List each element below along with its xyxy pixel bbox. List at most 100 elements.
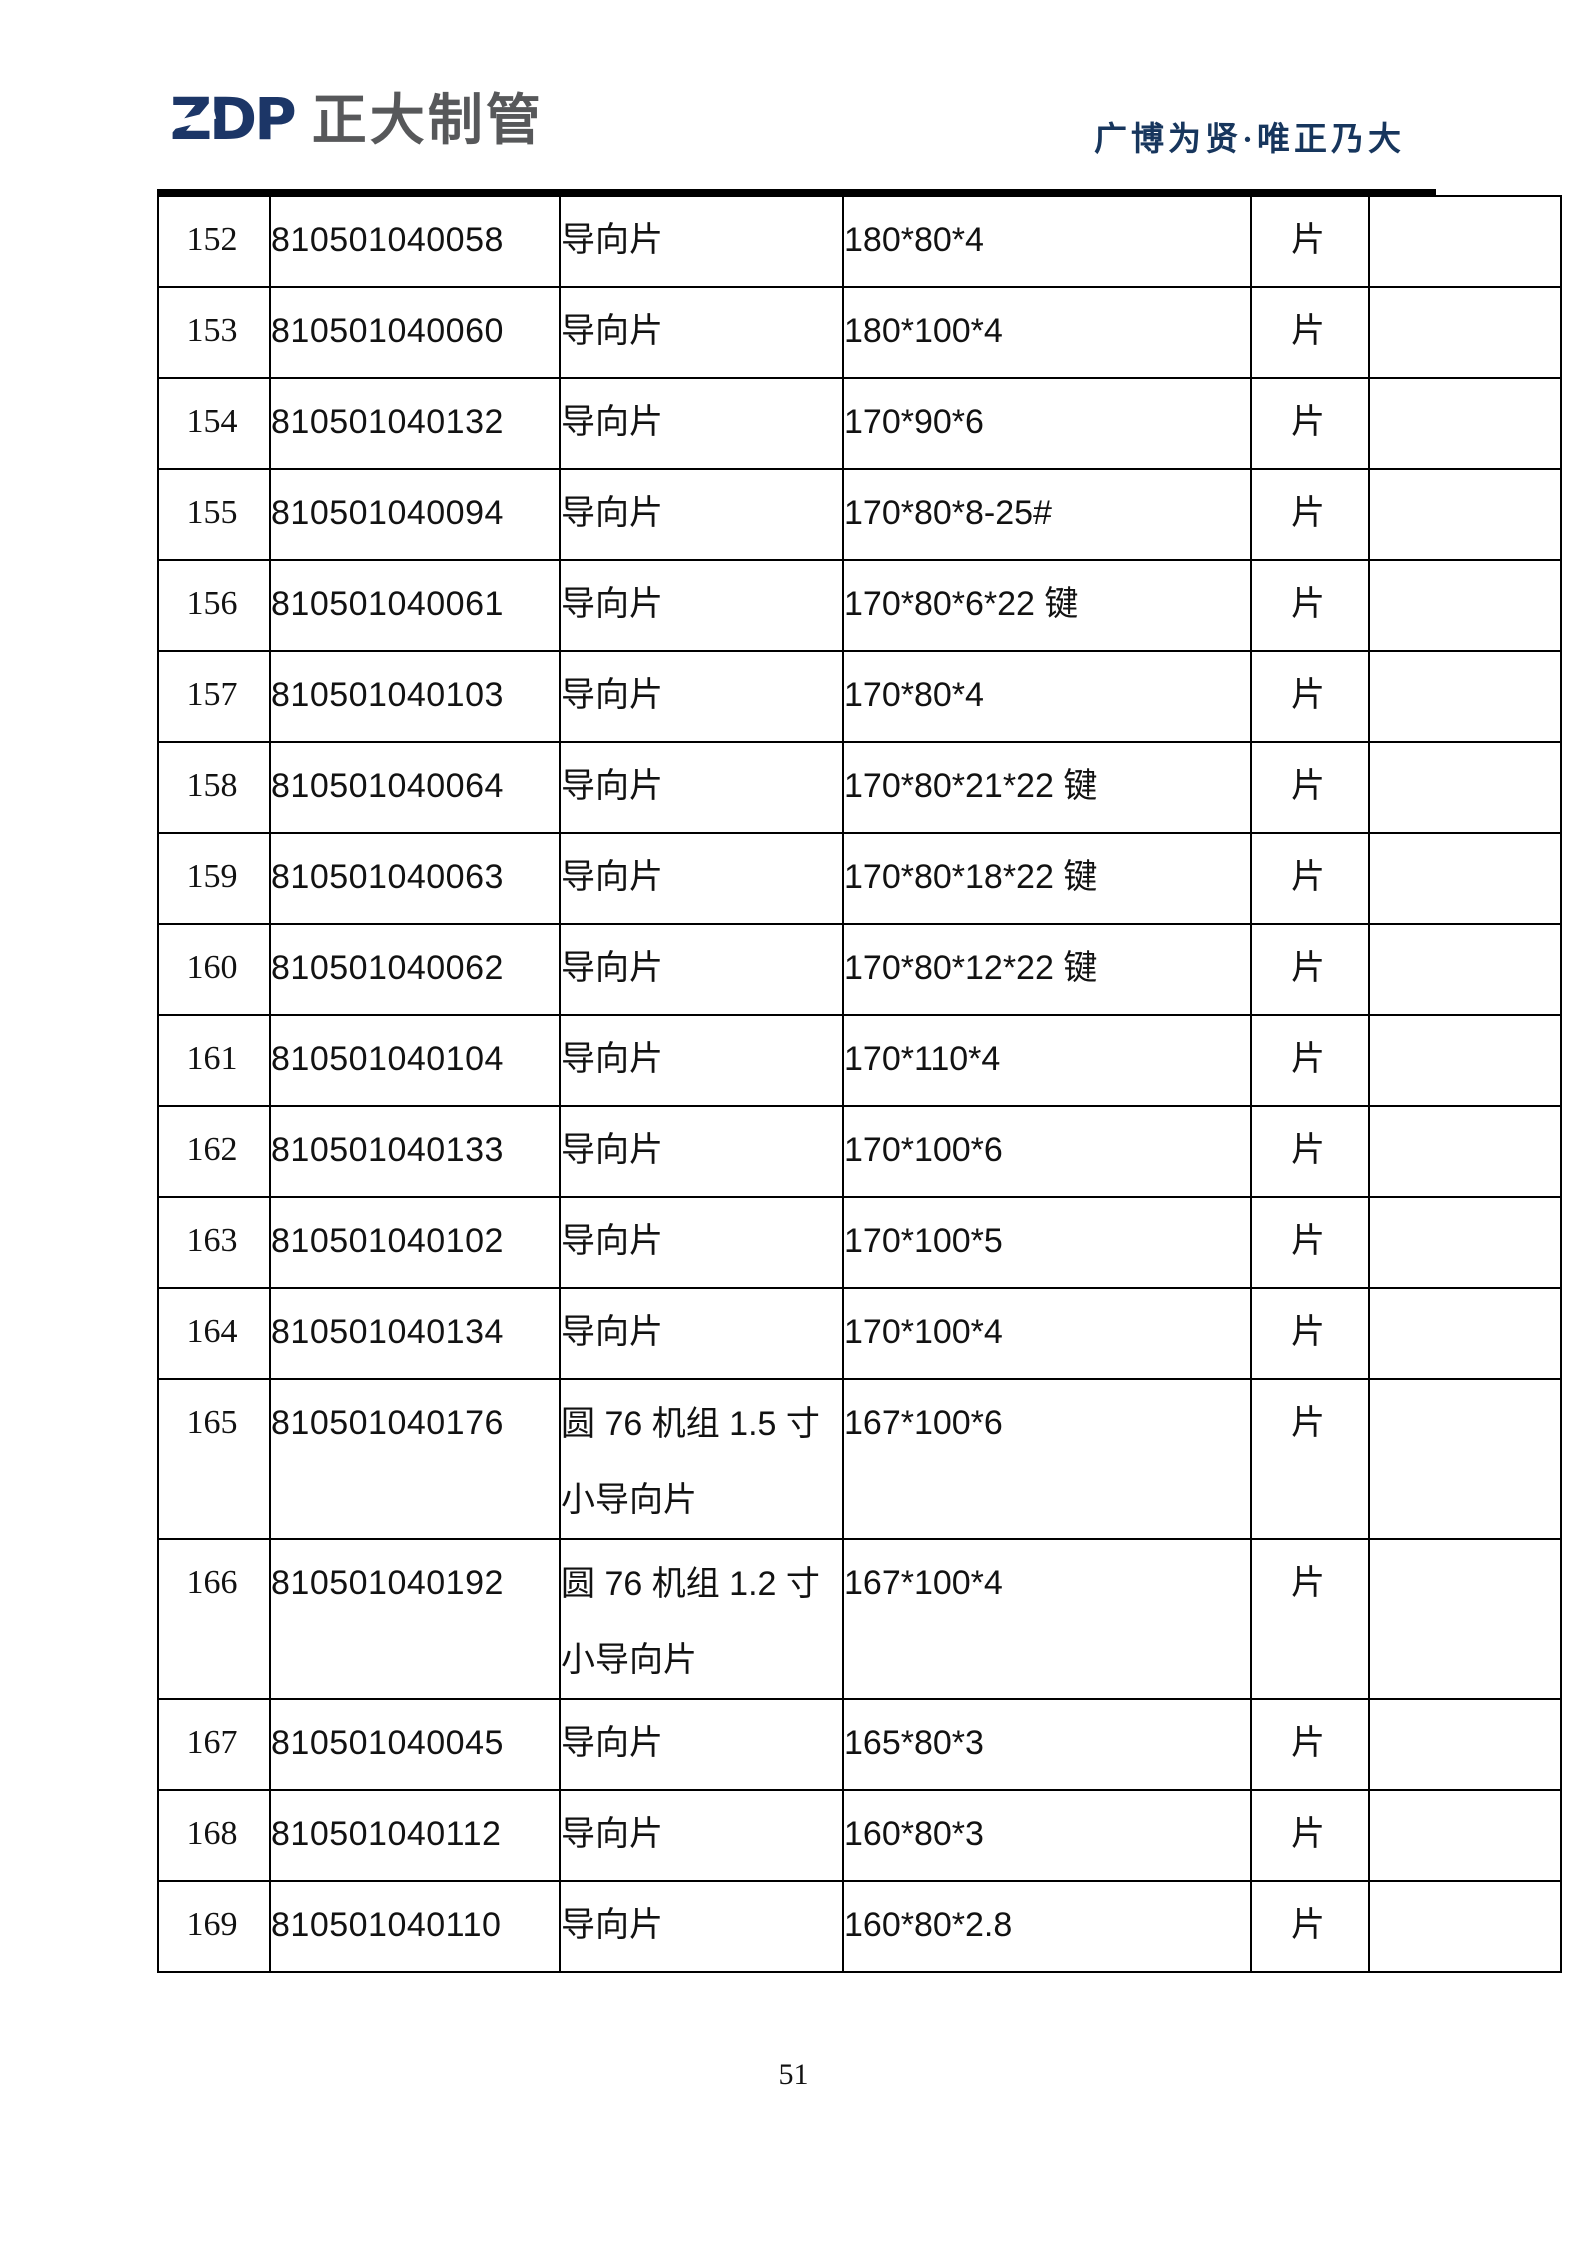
material-name-cell: 导向片 [559, 468, 844, 561]
material-code-cell: 810501040045 [269, 1698, 561, 1791]
material-code-cell: 810501040103 [269, 650, 561, 743]
table-row: 164 810501040134 导向片 170*100*4 片 [157, 1287, 1562, 1380]
unit-cell: 片 [1250, 1014, 1370, 1107]
material-name-cell: 导向片 [559, 1880, 844, 1973]
remark-cell [1368, 1287, 1562, 1380]
material-name-cell: 圆 76 机组 1.2 寸 小导向片 [559, 1538, 844, 1700]
remark-cell [1368, 468, 1562, 561]
table-row: 153 810501040060 导向片 180*100*4 片 [157, 286, 1562, 379]
unit-cell: 片 [1250, 1698, 1370, 1791]
unit-cell: 片 [1250, 923, 1370, 1016]
table-row: 157 810501040103 导向片 170*80*4 片 [157, 650, 1562, 743]
material-name-cell: 导向片 [559, 1287, 844, 1380]
material-name-cell: 导向片 [559, 741, 844, 834]
remark-cell [1368, 741, 1562, 834]
unit-cell: 片 [1250, 1538, 1370, 1700]
spec-cell: 170*90*6 [842, 377, 1252, 470]
row-number-cell: 158 [157, 741, 271, 834]
material-name-cell: 导向片 [559, 923, 844, 1016]
row-number-cell: 155 [157, 468, 271, 561]
remark-cell [1368, 286, 1562, 379]
spec-cell: 170*100*4 [842, 1287, 1252, 1380]
table-row: 169 810501040110 导向片 160*80*2.8 片 [157, 1880, 1562, 1973]
remark-cell [1368, 559, 1562, 652]
remark-cell [1368, 1196, 1562, 1289]
spec-cell: 170*80*18*22 键 [842, 832, 1252, 925]
spec-cell: 170*80*6*22 键 [842, 559, 1252, 652]
spec-cell: 160*80*3 [842, 1789, 1252, 1882]
unit-cell: 片 [1250, 1196, 1370, 1289]
material-code-cell: 810501040132 [269, 377, 561, 470]
spec-cell: 180*100*4 [842, 286, 1252, 379]
spec-cell: 167*100*6 [842, 1378, 1252, 1540]
parts-table: 152 810501040058 导向片 180*80*4 片 153 8105… [157, 195, 1562, 1973]
material-name-cell: 导向片 [559, 832, 844, 925]
unit-cell: 片 [1250, 195, 1370, 288]
spec-cell: 170*110*4 [842, 1014, 1252, 1107]
unit-cell: 片 [1250, 1105, 1370, 1198]
spec-cell: 170*100*5 [842, 1196, 1252, 1289]
unit-cell: 片 [1250, 1789, 1370, 1882]
page-number: 51 [778, 2058, 809, 2091]
company-logo: ZDP 正大制管 [170, 90, 544, 148]
unit-cell: 片 [1250, 559, 1370, 652]
table-row: 158 810501040064 导向片 170*80*21*22 键 片 [157, 741, 1562, 834]
row-number-cell: 168 [157, 1789, 271, 1882]
unit-cell: 片 [1250, 468, 1370, 561]
material-name-cell: 导向片 [559, 1196, 844, 1289]
row-number-cell: 164 [157, 1287, 271, 1380]
remark-cell [1368, 1789, 1562, 1882]
spec-cell: 170*80*8-25# [842, 468, 1252, 561]
material-name-cell: 导向片 [559, 377, 844, 470]
row-number-cell: 152 [157, 195, 271, 288]
material-code-cell: 810501040058 [269, 195, 561, 288]
material-code-cell: 810501040094 [269, 468, 561, 561]
row-number-cell: 163 [157, 1196, 271, 1289]
row-number-cell: 156 [157, 559, 271, 652]
table-row: 163 810501040102 导向片 170*100*5 片 [157, 1196, 1562, 1289]
header-slogan: 广博为贤·唯正乃大 [1093, 122, 1405, 158]
table-row: 156 810501040061 导向片 170*80*6*22 键 片 [157, 559, 1562, 652]
material-code-cell: 810501040102 [269, 1196, 561, 1289]
unit-cell: 片 [1250, 377, 1370, 470]
logo-company-name: 正大制管 [311, 89, 544, 151]
row-number-cell: 166 [157, 1538, 271, 1700]
row-number-cell: 161 [157, 1014, 271, 1107]
table-row: 152 810501040058 导向片 180*80*4 片 [157, 195, 1562, 288]
material-name-cell: 圆 76 机组 1.5 寸 小导向片 [559, 1378, 844, 1540]
material-name-cell: 导向片 [559, 1014, 844, 1107]
row-number-cell: 162 [157, 1105, 271, 1198]
unit-cell: 片 [1250, 832, 1370, 925]
material-code-cell: 810501040133 [269, 1105, 561, 1198]
table-row: 159 810501040063 导向片 170*80*18*22 键 片 [157, 832, 1562, 925]
material-name-cell: 导向片 [559, 650, 844, 743]
spec-cell: 170*80*4 [842, 650, 1252, 743]
unit-cell: 片 [1250, 741, 1370, 834]
material-code-cell: 810501040062 [269, 923, 561, 1016]
remark-cell [1368, 1105, 1562, 1198]
material-name-cell: 导向片 [559, 1105, 844, 1198]
material-code-cell: 810501040192 [269, 1538, 561, 1700]
table-row: 166 810501040192 圆 76 机组 1.2 寸 小导向片 167*… [157, 1538, 1562, 1700]
remark-cell [1368, 1014, 1562, 1107]
unit-cell: 片 [1250, 650, 1370, 743]
remark-cell [1368, 1880, 1562, 1973]
material-code-cell: 810501040064 [269, 741, 561, 834]
logo-zdp-text: ZDP [170, 85, 297, 153]
material-name-cell: 导向片 [559, 286, 844, 379]
material-code-cell: 810501040134 [269, 1287, 561, 1380]
spec-cell: 180*80*4 [842, 195, 1252, 288]
material-name-cell: 导向片 [559, 1698, 844, 1791]
remark-cell [1368, 1698, 1562, 1791]
spec-cell: 170*80*12*22 键 [842, 923, 1252, 1016]
spec-cell: 160*80*2.8 [842, 1880, 1252, 1973]
remark-cell [1368, 195, 1562, 288]
table-row: 165 810501040176 圆 76 机组 1.5 寸 小导向片 167*… [157, 1378, 1562, 1540]
unit-cell: 片 [1250, 1880, 1370, 1973]
table-row: 168 810501040112 导向片 160*80*3 片 [157, 1789, 1562, 1882]
remark-cell [1368, 832, 1562, 925]
spec-cell: 170*80*21*22 键 [842, 741, 1252, 834]
material-code-cell: 810501040060 [269, 286, 561, 379]
material-name-cell: 导向片 [559, 195, 844, 288]
